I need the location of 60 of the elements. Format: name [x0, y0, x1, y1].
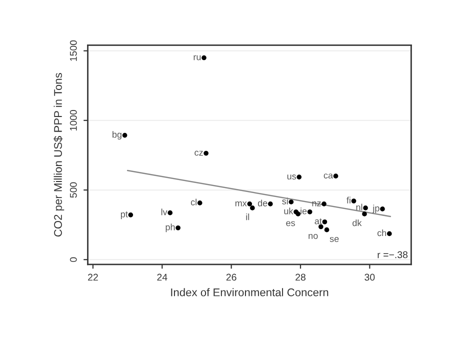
annotation: fi — [346, 196, 350, 204]
annotation: lv — [161, 208, 168, 216]
y-tick-label: 1500 — [70, 40, 77, 61]
annotation: ch — [377, 230, 386, 236]
annotation: bg — [112, 131, 122, 140]
point — [296, 212, 300, 216]
annotation: es — [286, 221, 295, 226]
point — [268, 202, 273, 206]
point — [122, 132, 128, 138]
x-tick-label: 26 — [226, 274, 236, 281]
point — [296, 174, 302, 180]
point — [324, 227, 330, 232]
point — [204, 150, 208, 156]
annotation: ca — [324, 174, 333, 179]
point — [380, 206, 385, 212]
point — [351, 198, 356, 204]
point — [386, 231, 392, 236]
x-tick-label: 30 — [364, 274, 375, 281]
point — [250, 206, 255, 210]
point — [333, 174, 338, 178]
annotation: mx — [235, 201, 247, 206]
annotation: jp — [372, 204, 380, 214]
point — [247, 202, 252, 206]
point — [363, 206, 368, 210]
y-tick-label: 500 — [70, 182, 77, 198]
annotation: il — [246, 214, 250, 220]
y-tick-label: 1000 — [70, 110, 77, 130]
annotation: ph — [166, 224, 175, 232]
annotation: us — [287, 174, 296, 180]
point — [288, 200, 294, 204]
point — [197, 200, 202, 206]
annotation: ie — [300, 208, 307, 214]
annotation: si — [282, 198, 288, 204]
x-axis-title: Index of Environmental Concern — [171, 288, 328, 296]
point — [168, 210, 173, 216]
annotation: uk — [284, 208, 294, 214]
annotation: nl — [356, 204, 362, 210]
y-tick-label: 0 — [70, 257, 77, 262]
annotation: cl — [190, 198, 196, 206]
x-tick-label: 28 — [296, 274, 306, 281]
point — [202, 55, 206, 60]
annotation: at — [314, 218, 322, 224]
x-tick-label: 22 — [88, 274, 98, 281]
point — [128, 212, 134, 218]
annotation: no — [308, 234, 318, 239]
annotation: ru — [194, 55, 201, 60]
annotation: se — [330, 237, 339, 242]
point — [307, 209, 312, 214]
annotation: pt — [120, 211, 128, 220]
point — [176, 225, 180, 230]
annotation: de — [258, 200, 268, 206]
x-tick-label: 24 — [157, 274, 168, 281]
y-axis-title: CO2 per Million US$ PPP in Tons — [54, 73, 64, 237]
point — [362, 212, 367, 216]
point — [318, 224, 324, 230]
annotation: dk — [352, 220, 362, 226]
point — [322, 202, 326, 206]
point — [322, 219, 328, 224]
annotation: cz — [194, 150, 203, 156]
annotation: r =−.38 — [378, 251, 408, 258]
